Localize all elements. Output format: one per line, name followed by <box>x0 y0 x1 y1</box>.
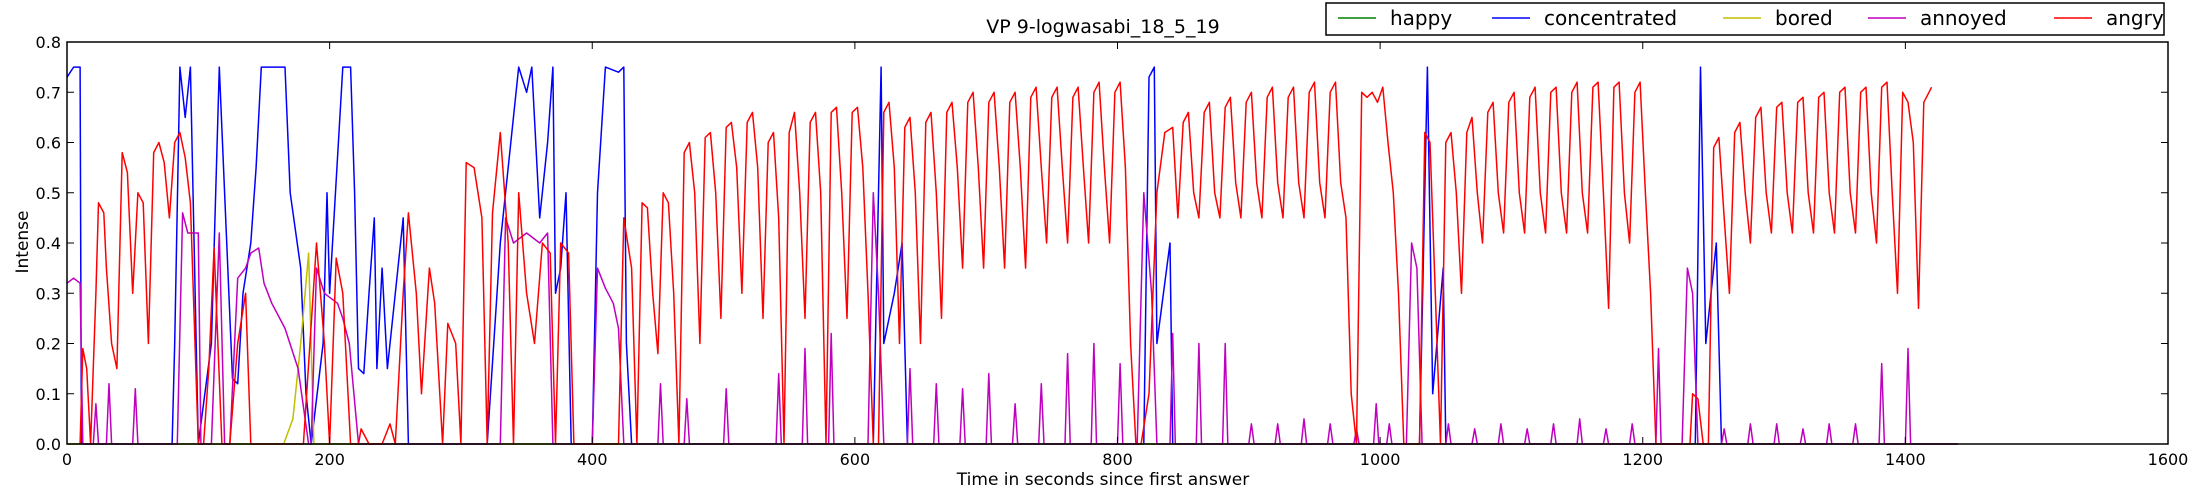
x-tick-label: 1000 <box>1360 450 1401 469</box>
legend-label-bored: bored <box>1775 6 1833 30</box>
legend-label-annoyed: annoyed <box>1920 6 2007 30</box>
x-tick-label: 200 <box>314 450 345 469</box>
series-line-annoyed <box>66 192 1958 445</box>
x-tick-label: 600 <box>840 450 871 469</box>
y-tick-label: 0.6 <box>36 134 61 153</box>
y-tick-label: 0.1 <box>36 385 61 404</box>
y-tick-label: 0.8 <box>36 33 61 52</box>
legend-frame <box>1325 2 2165 36</box>
x-tick-label: 1600 <box>2148 450 2189 469</box>
y-tick-label: 0.5 <box>36 184 61 203</box>
legend-label-concentrated: concentrated <box>1544 6 1677 30</box>
series-layer <box>66 66 1958 445</box>
plot-frame <box>66 41 2169 445</box>
x-axis: 0 200 400 600 800 1000 1200 1400 1600 <box>62 42 2188 469</box>
x-tick-label: 400 <box>577 450 608 469</box>
y-tick-label: 0.3 <box>36 284 61 303</box>
y-axis-label: Intense <box>13 210 33 273</box>
x-tick-label: 1200 <box>1622 450 1663 469</box>
x-tick-label: 0 <box>62 450 72 469</box>
legend: happy concentrated bored annoyed angry <box>1325 2 2165 36</box>
x-tick-label: 1400 <box>1885 450 1926 469</box>
legend-label-happy: happy <box>1390 6 1452 30</box>
series-line-bored <box>67 252 1958 445</box>
y-tick-label: 0.2 <box>36 335 61 354</box>
y-axis: 0.0 0.1 0.2 0.3 0.4 0.5 0.6 0.7 0.8 <box>36 33 2168 454</box>
x-tick-label: 800 <box>1102 450 1133 469</box>
legend-label-angry: angry <box>2106 6 2164 30</box>
chart-title: VP 9-logwasabi_18_5_19 <box>986 16 1219 38</box>
series-line-concentrated <box>66 66 1958 445</box>
y-tick-label: 0.0 <box>36 435 61 454</box>
x-axis-label: Time in seconds since first answer <box>956 470 1249 490</box>
y-tick-label: 0.7 <box>36 83 61 102</box>
y-tick-label: 0.4 <box>36 234 61 253</box>
series-line-angry <box>79 81 1933 445</box>
